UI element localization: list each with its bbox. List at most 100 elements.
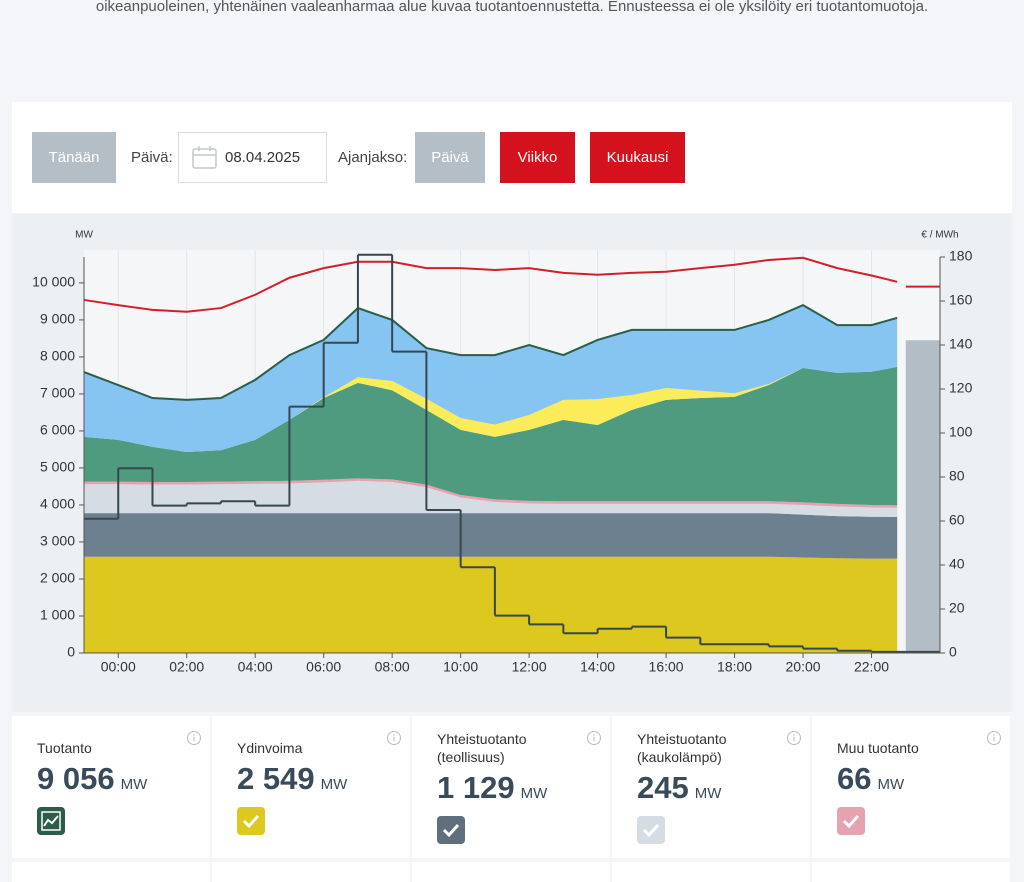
card-unit: MW — [520, 785, 548, 802]
area — [84, 480, 898, 517]
info-icon[interactable] — [386, 730, 402, 751]
card-title: Tuotanto — [37, 740, 92, 756]
y-tick-label: 9 000 — [40, 311, 75, 327]
date-value: 08.04.2025 — [225, 149, 301, 166]
consumption-line — [83, 256, 898, 313]
info-glyph — [987, 731, 1001, 745]
y2-tick-label: 0 — [949, 644, 957, 660]
info-glyph — [787, 731, 801, 745]
x-tick-label: 00:00 — [101, 659, 136, 675]
x-tick-label: 10:00 — [443, 659, 478, 675]
card-value: 1 129 MW — [437, 770, 548, 805]
period-month-button[interactable]: Kuukausi — [590, 132, 685, 183]
card-unit: MW — [320, 776, 348, 793]
area — [84, 478, 898, 508]
check-glyph — [242, 814, 260, 829]
controls-panel: Tänään Päivä: 08.04.2025 Ajanjakso: Päiv… — [12, 102, 1012, 213]
check-glyph — [442, 823, 460, 838]
y2-tick-label: 140 — [949, 336, 973, 352]
y-tick-label: 2 000 — [40, 570, 75, 586]
x-tick-label: 18:00 — [717, 659, 752, 675]
period-week-button[interactable]: Viikko — [500, 132, 575, 183]
x-tick-label: 12:00 — [512, 659, 547, 675]
info-card: Ydinvoima 2 549 MW — [212, 716, 410, 858]
card-icon — [37, 807, 65, 835]
y2-tick-label: 160 — [949, 292, 973, 308]
date-input[interactable]: 08.04.2025 — [178, 132, 327, 183]
forecast-bar — [905, 340, 940, 653]
y-tick-label: 6 000 — [40, 422, 75, 438]
y-tick-label: 8 000 — [40, 348, 75, 364]
area — [84, 556, 898, 653]
total-line — [83, 303, 898, 401]
x-tick-label: 16:00 — [649, 659, 684, 675]
next-card-top — [612, 862, 810, 882]
card-icon — [837, 807, 865, 835]
info-icon[interactable] — [586, 730, 602, 751]
card-icon — [637, 816, 665, 844]
card-icon — [437, 816, 465, 844]
y2-tick-label: 180 — [949, 248, 973, 264]
area — [84, 513, 898, 559]
card-unit: MW — [877, 776, 905, 793]
y-axis-unit: MW — [75, 230, 93, 241]
y2-tick-label: 120 — [949, 380, 973, 396]
y-tick-label: 3 000 — [40, 533, 75, 549]
card-value: 2 549 MW — [237, 761, 348, 796]
info-card: Tuotanto 9 056 MW — [12, 716, 210, 858]
y2-tick-label: 80 — [949, 468, 965, 484]
date-label: Päivä: — [131, 149, 173, 166]
y-tick-label: 4 000 — [40, 496, 75, 512]
chart: MW € / MWh 00:00 02:00 04:00 06:00 08:00 10:0… — [32, 230, 973, 675]
y2-tick-label: 40 — [949, 556, 965, 572]
y-tick-label: 0 — [67, 644, 75, 660]
chart-glyph — [41, 811, 61, 831]
calendar-icon — [192, 146, 217, 169]
area — [84, 366, 898, 506]
x-tick-label: 20:00 — [786, 659, 821, 675]
y2-tick-label: 20 — [949, 600, 965, 616]
y-tick-label: 10 000 — [32, 274, 75, 290]
next-card-top — [212, 862, 410, 882]
y2-axis-unit: € / MWh — [921, 230, 958, 241]
card-title: Muu tuotanto — [837, 740, 919, 756]
card-value: 245 MW — [637, 770, 722, 805]
info-glyph — [587, 731, 601, 745]
info-icon[interactable] — [986, 730, 1002, 751]
info-icon[interactable] — [186, 730, 202, 751]
next-card-top — [12, 862, 210, 882]
next-card-top — [812, 862, 1010, 882]
x-tick-label: 14:00 — [580, 659, 615, 675]
card-title: Yhteistuotanto (teollisuus) — [437, 731, 527, 765]
check-glyph — [842, 814, 860, 829]
y-tick-label: 1 000 — [40, 607, 75, 623]
area — [84, 366, 898, 453]
x-tick-label: 04:00 — [238, 659, 273, 675]
next-card-top — [412, 862, 610, 882]
card-title: Yhteistuotanto (kaukolämpö) — [637, 731, 727, 765]
card-value: 66 MW — [837, 761, 905, 796]
y-tick-label: 7 000 — [40, 385, 75, 401]
period-label: Ajanjakso: — [338, 149, 408, 166]
area — [84, 305, 898, 453]
check-glyph — [642, 823, 660, 838]
today-button[interactable]: Tänään — [32, 132, 116, 183]
info-icon[interactable] — [786, 730, 802, 751]
period-day-button[interactable]: Päivä — [415, 132, 485, 183]
card-title: Ydinvoima — [237, 740, 303, 756]
y2-tick-label: 100 — [949, 424, 973, 440]
card-icon — [237, 807, 265, 835]
x-tick-label: 08:00 — [375, 659, 410, 675]
card-value: 9 056 MW — [37, 761, 148, 796]
info-card: Muu tuotanto 66 MW — [812, 716, 1010, 858]
info-card: Yhteistuotanto (kaukolämpö) 245 MW — [612, 716, 810, 858]
y-tick-label: 5 000 — [40, 459, 75, 475]
info-glyph — [187, 731, 201, 745]
info-glyph — [387, 731, 401, 745]
card-unit: MW — [694, 785, 722, 802]
x-tick-label: 02:00 — [169, 659, 204, 675]
intro-text: oikeanpuoleinen, yhtenäinen vaaleanharma… — [95, 0, 929, 15]
card-unit: MW — [120, 776, 148, 793]
x-tick-label: 22:00 — [854, 659, 889, 675]
